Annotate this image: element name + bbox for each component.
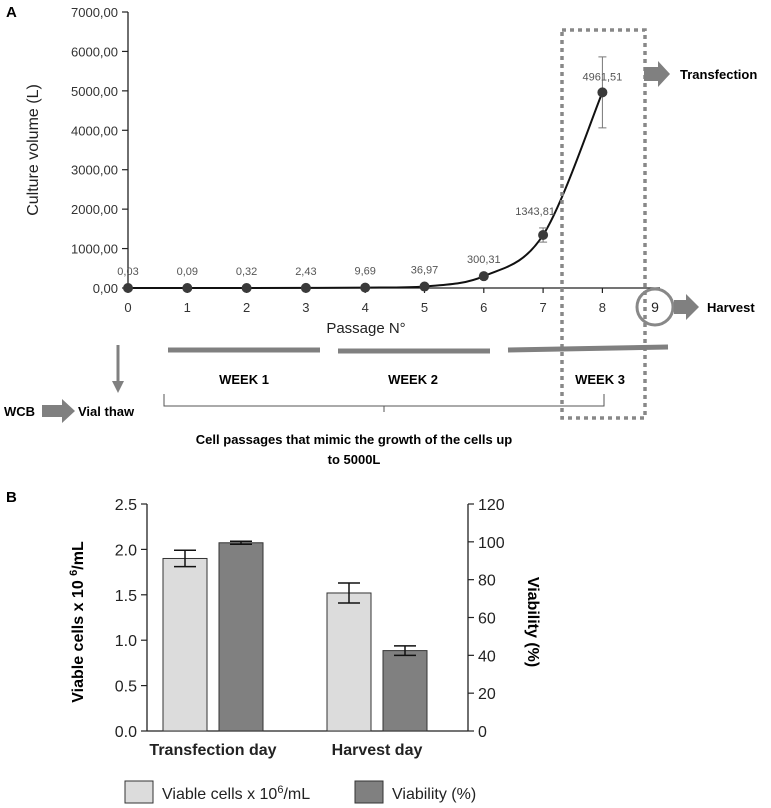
transfection-label: Transfection [680,67,757,82]
bar-category-label: Harvest day [332,742,423,759]
legend-viable-swatch [124,780,154,804]
line-data-label: 0,32 [236,266,257,278]
line-x-tick-label: 3 [302,300,309,315]
harvest-passage-label: 9 [651,299,659,315]
line-data-label: 0,09 [177,266,198,278]
week-3-label: WEEK 3 [575,372,625,387]
harvest-circle [635,287,675,327]
panel-b-label: B [6,489,17,506]
line-y-tick-label: 5000,00 [71,84,118,99]
line-data-label: 0,03 [117,266,138,278]
line-y-tick-label: 6000,00 [71,44,118,59]
bar [218,542,264,732]
line-point [360,282,371,293]
line-x-tick-label: 0 [124,300,131,315]
week-2-label: WEEK 2 [388,372,438,387]
panel-a-label: A [6,4,17,21]
line-point [241,282,252,293]
line-data-label: 4961,51 [583,71,623,83]
bar-left-tick-label: 1.0 [115,633,137,650]
bar-left-ticks: 0.0 0.5 1.0 1.5 2.0 2.5 [115,497,147,741]
bar-left-tick-label: 0.0 [115,724,137,741]
line-point [182,282,193,293]
harvest-label: Harvest [707,300,755,315]
bar-right-tick-label: 60 [478,611,496,628]
bar [162,557,208,732]
line-data-label: 36,97 [411,265,439,277]
bar [326,592,372,732]
vial-thaw-label: Vial thaw [78,404,135,419]
line-y-tick-label: 1000,00 [71,242,118,257]
brace-caption-line-2: to 5000L [328,452,381,467]
line-x-axis-title: Passage N° [326,320,405,337]
passages-brace [163,394,605,412]
line-series-curve [127,91,604,289]
bar-right-ticks: 0 20 40 60 80 100 120 [468,497,505,741]
legend-viable-label: Viable cells x 106/mL [162,784,310,803]
week-3-bar [507,344,669,353]
line-x-tick-label: 1 [184,300,191,315]
line-point [123,282,133,293]
line-point [300,282,311,293]
bar-left-axis-title: Viable cells x 10 6/mL [68,541,87,703]
line-point [478,271,489,282]
line-x-tick-label: 7 [539,300,546,315]
line-data-label: 300,31 [467,254,501,266]
transfection-arrow [644,61,670,87]
bar-left-tick-label: 1.5 [115,588,137,605]
line-y-tick-label: 4000,00 [71,123,118,138]
line-data-label: 2,43 [295,266,316,278]
bar-left-tick-label: 2.0 [115,542,137,559]
bar-right-tick-label: 120 [478,497,505,514]
bar-right-tick-label: 40 [478,648,496,665]
bar-right-tick-label: 20 [478,686,496,703]
line-x-tick-label: 2 [243,300,250,315]
line-x-tick-label: 8 [599,300,606,315]
bar-right-tick-label: 0 [478,724,487,741]
bar [382,650,428,732]
line-y-tick-label: 3000,00 [71,163,118,178]
harvest-arrow [674,294,699,320]
line-y-axis-title: Culture volume (L) [25,84,42,216]
line-y-tick-label: 0,00 [93,281,118,296]
line-point [538,230,549,241]
line-x-tick-label: 5 [421,300,428,315]
wcb-label: WCB [4,404,35,419]
brace-caption-line-1: Cell passages that mimic the growth of t… [196,432,512,447]
line-x-tick-label: 6 [480,300,487,315]
vial-thaw-down-arrow-head [112,381,124,393]
legend-viability-swatch [354,780,384,804]
line-x-tick-label: 4 [362,300,369,315]
line-data-label: 1343,81 [515,206,555,218]
line-y-ticks: 0,00 1000,00 2000,00 3000,00 4000,00 5000,00 6… [71,5,128,296]
bar-category-label: Transfection day [149,742,276,759]
bar-right-tick-label: 80 [478,573,496,590]
legend-viability-label: Viability (%) [392,786,476,803]
line-points [123,87,608,293]
line-point [419,281,430,292]
bar-right-axis-title: Viability (%) [524,577,541,667]
line-point [597,87,608,98]
bar-right-tick-label: 100 [478,535,505,552]
line-data-label: 9,69 [354,266,375,278]
bar-left-tick-label: 2.5 [115,497,137,514]
highlight-box [560,28,647,420]
line-data-labels: 0,03 0,09 0,32 2,43 9,69 36,97 300,31 1343,81 49… [117,71,622,278]
wcb-arrow [42,399,75,423]
line-y-tick-label: 2000,00 [71,202,118,217]
bar-left-tick-label: 0.5 [115,679,137,696]
bar-categories: Transfection day Harvest day [149,742,422,759]
bar-bars [162,540,428,732]
week-1-label: WEEK 1 [219,372,269,387]
line-y-tick-label: 7000,00 [71,5,118,20]
